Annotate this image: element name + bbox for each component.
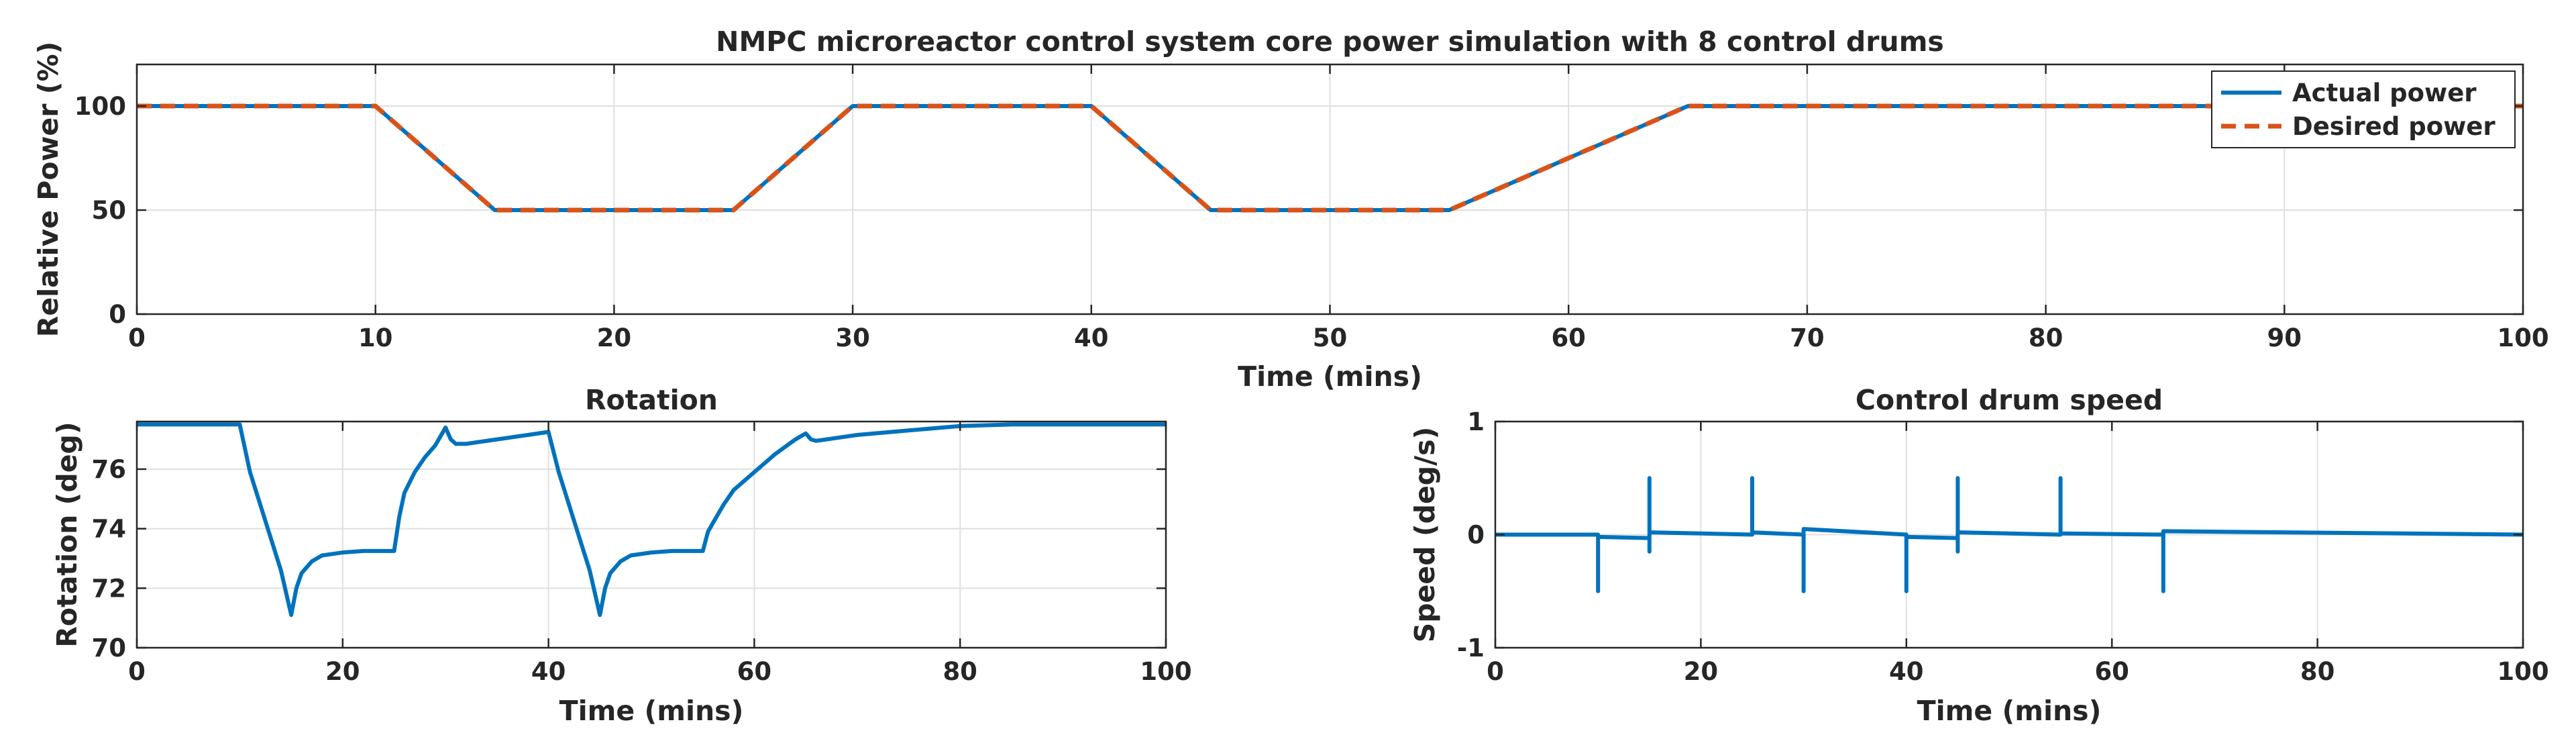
core-power-xtick-label: 80 xyxy=(2029,324,2063,352)
drum-speed-xtick-label: 20 xyxy=(1684,657,1719,686)
core-power-xtick-label: 70 xyxy=(1790,324,1825,352)
core-power-ytick-label: 50 xyxy=(92,196,127,225)
drum-speed-title: Control drum speed xyxy=(1856,384,2163,416)
rotation-ylabel: Rotation (deg) xyxy=(51,422,83,647)
rotation-plot-area xyxy=(137,422,1166,648)
core-power-series-2-desired-line xyxy=(137,103,2523,213)
rotation-xtick-label: 40 xyxy=(531,657,566,686)
rotation-ytick-label: 74 xyxy=(92,515,127,544)
core-power-legend: Actual power Desired power xyxy=(2211,70,2516,148)
drum-speed-ytick-label: 0 xyxy=(1467,521,1485,550)
drum-speed-xtick-label: 60 xyxy=(2094,657,2129,686)
core-power-title: NMPC microreactor control system core po… xyxy=(716,26,1944,58)
rotation-axes-frame xyxy=(136,420,1167,649)
core-power-xtick-label: 0 xyxy=(128,324,146,352)
core-power-xtick-label: 100 xyxy=(2497,324,2548,352)
drum-speed-ytick-label: -1 xyxy=(1457,634,1485,662)
rotation-xtick-label: 0 xyxy=(128,657,146,686)
drum-speed-xtick-label: 100 xyxy=(2497,657,2548,686)
drum-speed-xtick-label: 40 xyxy=(1889,657,1924,686)
rotation-ytick-label: 70 xyxy=(92,634,127,662)
core-power-ytick-label: 0 xyxy=(109,300,126,329)
core-power-xtick-label: 90 xyxy=(2267,324,2302,352)
drum-speed-xtick-label: 0 xyxy=(1487,657,1504,686)
core-power-axes: 0 10 20 30 40 50 60 70 80 90 100 0 50 100 NMPC microre… xyxy=(32,26,2549,393)
rotation-title: Rotation xyxy=(585,384,718,416)
rotation-xtick-label: 20 xyxy=(325,657,360,686)
rotation-ytick-label: 72 xyxy=(92,574,127,603)
rotation-xtick-label: 60 xyxy=(737,657,772,686)
core-power-xtick-label: 10 xyxy=(358,324,393,352)
core-power-ytick-label: 100 xyxy=(74,92,126,121)
rotation-xtick-label: 100 xyxy=(1140,657,1191,686)
core-power-xtick-label: 40 xyxy=(1074,324,1109,352)
drum-speed-xlabel: Time (mins) xyxy=(1917,695,2102,727)
rotation-series-1-line xyxy=(137,422,1166,618)
legend-label-1: Actual power xyxy=(2292,79,2477,107)
drum-speed-xtick-label: 80 xyxy=(2300,657,2335,686)
core-power-xtick-label: 30 xyxy=(835,324,870,352)
rotation-ytick-label: 76 xyxy=(92,455,127,484)
rotation-xlabel: Time (mins) xyxy=(559,695,744,727)
core-power-xtick-label: 50 xyxy=(1313,324,1348,352)
core-power-xtick-label: 20 xyxy=(597,324,632,352)
rotation-xtick-label: 80 xyxy=(943,657,977,686)
drum-speed-ytick-label: 1 xyxy=(1467,407,1485,436)
rotation-axes: 0 20 40 60 80 100 70 72 74 76 Rotation Time (mins) R… xyxy=(51,384,1192,727)
core-power-xtick-label: 60 xyxy=(1551,324,1586,352)
drum-speed-ylabel: Speed (deg/s) xyxy=(1409,427,1441,642)
drum-speed-series-1-line xyxy=(1495,476,2523,593)
core-power-xlabel: Time (mins) xyxy=(1238,360,1422,393)
legend-box xyxy=(2211,70,2516,148)
legend-label-2: Desired power xyxy=(2292,112,2496,141)
core-power-ylabel: Relative Power (%) xyxy=(32,42,64,338)
